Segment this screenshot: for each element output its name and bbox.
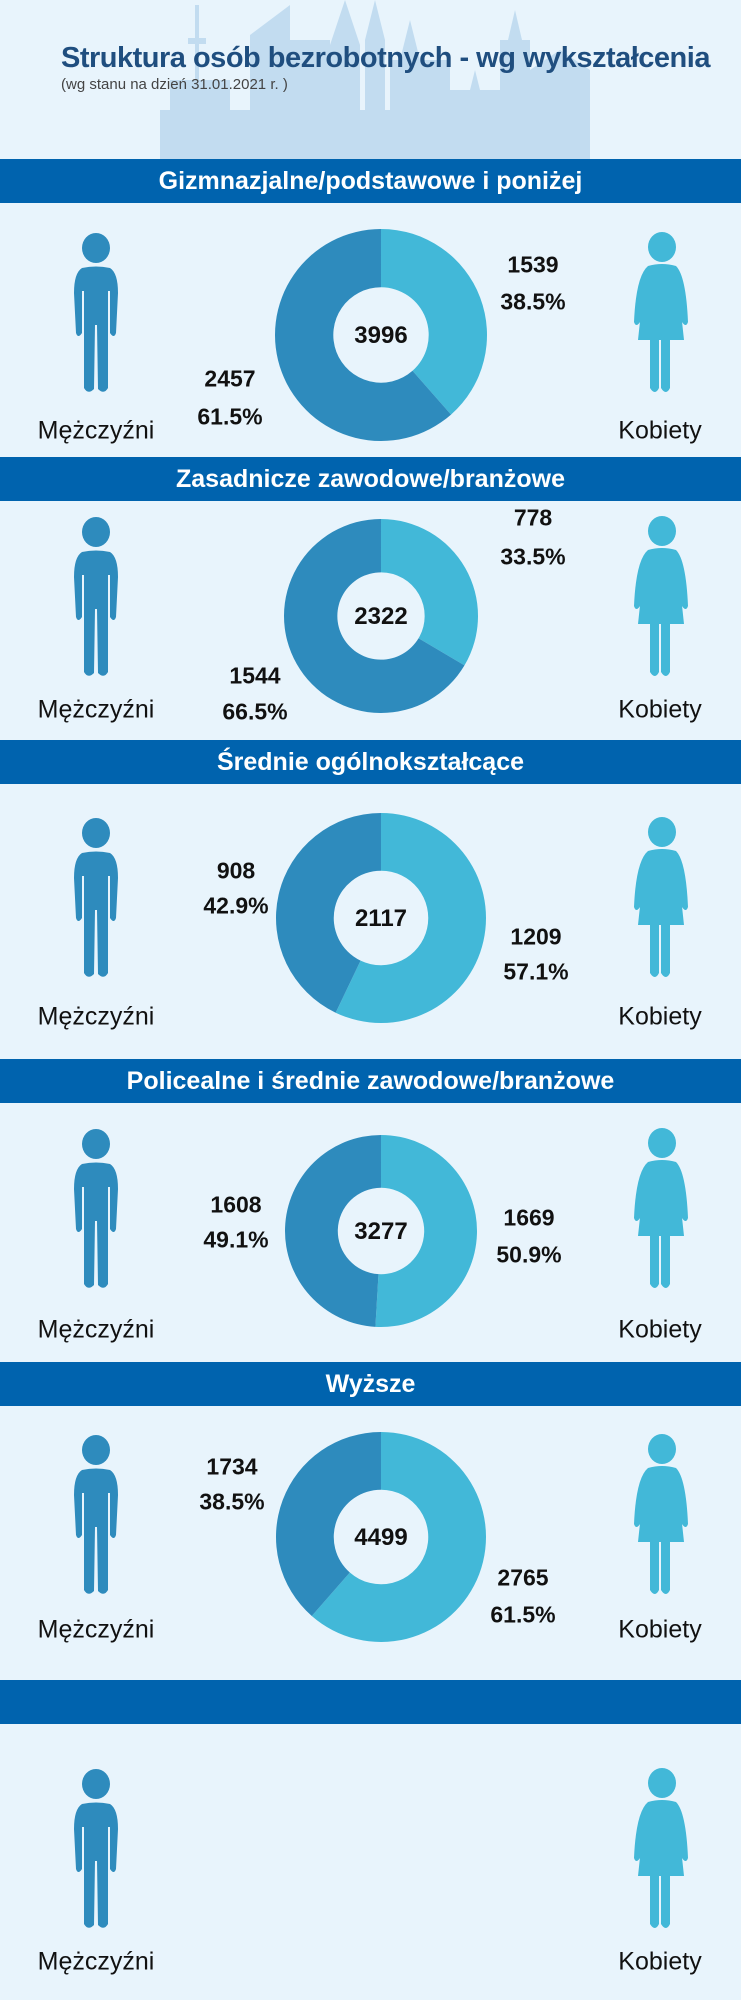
man-icon [74,1769,118,1928]
men-label: Mężczyźni [37,1002,155,1031]
woman-icon [634,817,688,977]
woman-icon [634,1434,688,1594]
man-icon [74,1435,118,1594]
section-band [0,1680,741,1724]
donut-total: 3996 [354,322,407,349]
donut-slice-women [311,1432,486,1642]
donut-slice-women [381,519,478,666]
donut-slice-women [335,813,486,1023]
donut-chart: 2117 [275,813,486,1023]
women-label: Kobiety [618,695,702,724]
women-label: Kobiety [618,1615,702,1644]
women-percent: 57.1% [503,958,569,985]
men-percent: 49.1% [203,1226,269,1253]
men-label: Mężczyźni [37,416,155,445]
donut-slice-men [284,1135,381,1327]
section-title: Gizmnazjalne/podstawowe i poniżej [0,159,741,203]
woman-icon [634,232,688,392]
men-percent: 42.9% [203,892,269,919]
donut-slice-men [276,1432,381,1616]
men-value: 1734 [206,1453,258,1480]
section-title: Zasadnicze zawodowe/branżowe [0,457,741,501]
women-percent: 50.9% [496,1241,562,1268]
women-value: 1209 [510,923,562,950]
women-label: Kobiety [618,416,702,445]
women-value: 778 [513,504,553,531]
men-percent: 61.5% [197,403,263,430]
donut-slice-men [275,813,381,1013]
section-title: Średnie ogólnokształcące [0,740,741,784]
donut-slice-men [274,229,452,441]
men-value: 1608 [210,1191,262,1218]
donut-slice-women [375,1135,477,1327]
men-value: 1544 [229,662,281,689]
women-value: 1539 [507,251,559,278]
city-skyline-illustration [160,0,590,159]
donut-chart: 4499 [276,1432,486,1642]
women-percent: 38.5% [500,288,566,315]
donut-slice-men [284,519,465,713]
men-label: Mężczyźni [37,1315,155,1344]
women-value: 1669 [503,1204,555,1231]
section-1: Gizmnazjalne/podstawowe i poniżej Mężczy… [0,159,741,457]
page-title: Struktura osób bezrobotnych - wg wykszta… [61,42,710,74]
donut-total: 3277 [354,1218,407,1245]
women-value: 2765 [497,1564,549,1591]
man-icon [74,233,118,392]
header: Struktura osób bezrobotnych - wg wykszta… [0,0,741,159]
section-title: Wyższe [0,1362,741,1406]
men-value: 2457 [204,365,256,392]
men-percent: 38.5% [199,1488,265,1515]
women-label: Kobiety [618,1947,702,1976]
donut-chart: 2322 [284,519,478,713]
women-label: Kobiety [618,1002,702,1031]
woman-icon [634,1128,688,1288]
women-label: Kobiety [618,1315,702,1344]
men-value: 908 [216,857,256,884]
women-percent: 33.5% [500,543,566,570]
donut-total: 2322 [354,603,407,630]
men-label: Mężczyźni [37,695,155,724]
donut-chart: 3277 [284,1135,477,1327]
man-icon [74,517,118,676]
section-4: Policealne i średnie zawodowe/branżowe M… [0,1059,741,1362]
man-icon [74,1129,118,1288]
section-2: Zasadnicze zawodowe/branżowe Mężczyźni K… [0,457,741,740]
donut-chart: 3996 [274,229,487,441]
men-percent: 66.5% [222,698,288,725]
donut-total: 4499 [354,1524,407,1551]
donut-slice-women [381,229,487,415]
woman-icon [634,516,688,676]
section-3: Średnie ogólnokształcące Mężczyźni Kobie… [0,740,741,1059]
woman-icon [634,1768,688,1928]
section-5: Wyższe Mężczyźni Kobiety 4499 1734 38.5%… [0,1362,741,1680]
section-empty: Mężczyźni Kobiety [0,1680,741,2000]
women-percent: 61.5% [490,1601,556,1628]
man-icon [74,818,118,977]
men-label: Mężczyźni [37,1947,155,1976]
donut-total: 2117 [355,905,407,932]
men-label: Mężczyźni [37,1615,155,1644]
section-title: Policealne i średnie zawodowe/branżowe [0,1059,741,1103]
page-subtitle: (wg stanu na dzień 31.01.2021 r. ) [61,76,288,93]
